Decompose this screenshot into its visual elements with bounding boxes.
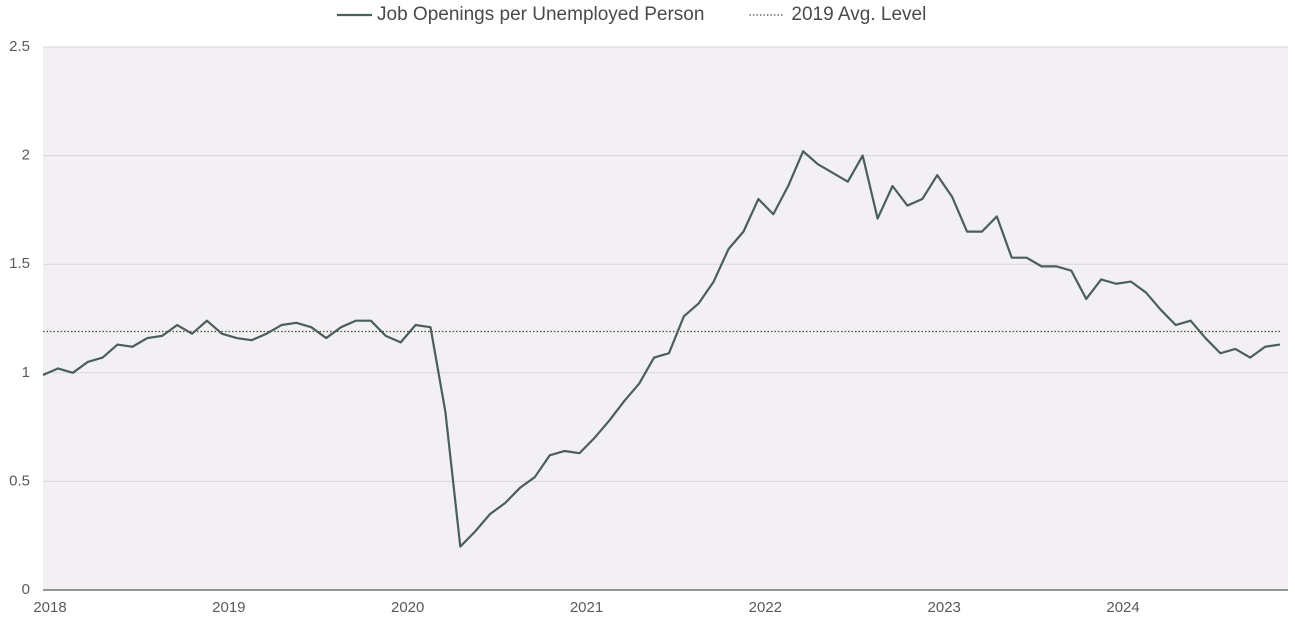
y-tick-label: 2.5 [9, 38, 30, 55]
x-tick-label: 2022 [749, 599, 782, 616]
data-line [42, 150, 1281, 548]
legend-label: Job Openings per Unemployed Person [377, 4, 704, 25]
y-tick-label: 2 [22, 147, 30, 164]
y-tick-label: 1.5 [9, 255, 30, 272]
x-tick-label: 2019 [212, 599, 245, 616]
x-tick-label: 2020 [391, 599, 424, 616]
x-tick-label: 2021 [570, 599, 603, 616]
plot-background [43, 47, 1288, 590]
x-tick-label: 2024 [1106, 599, 1139, 616]
y-tick-label: 1 [22, 364, 30, 381]
y-tick-label: 0.5 [9, 472, 30, 489]
x-tick-label: 2018 [33, 599, 66, 616]
y-tick-label: 0 [22, 581, 30, 598]
x-tick-label: 2023 [928, 599, 961, 616]
legend-label: 2019 Avg. Level [791, 4, 926, 25]
